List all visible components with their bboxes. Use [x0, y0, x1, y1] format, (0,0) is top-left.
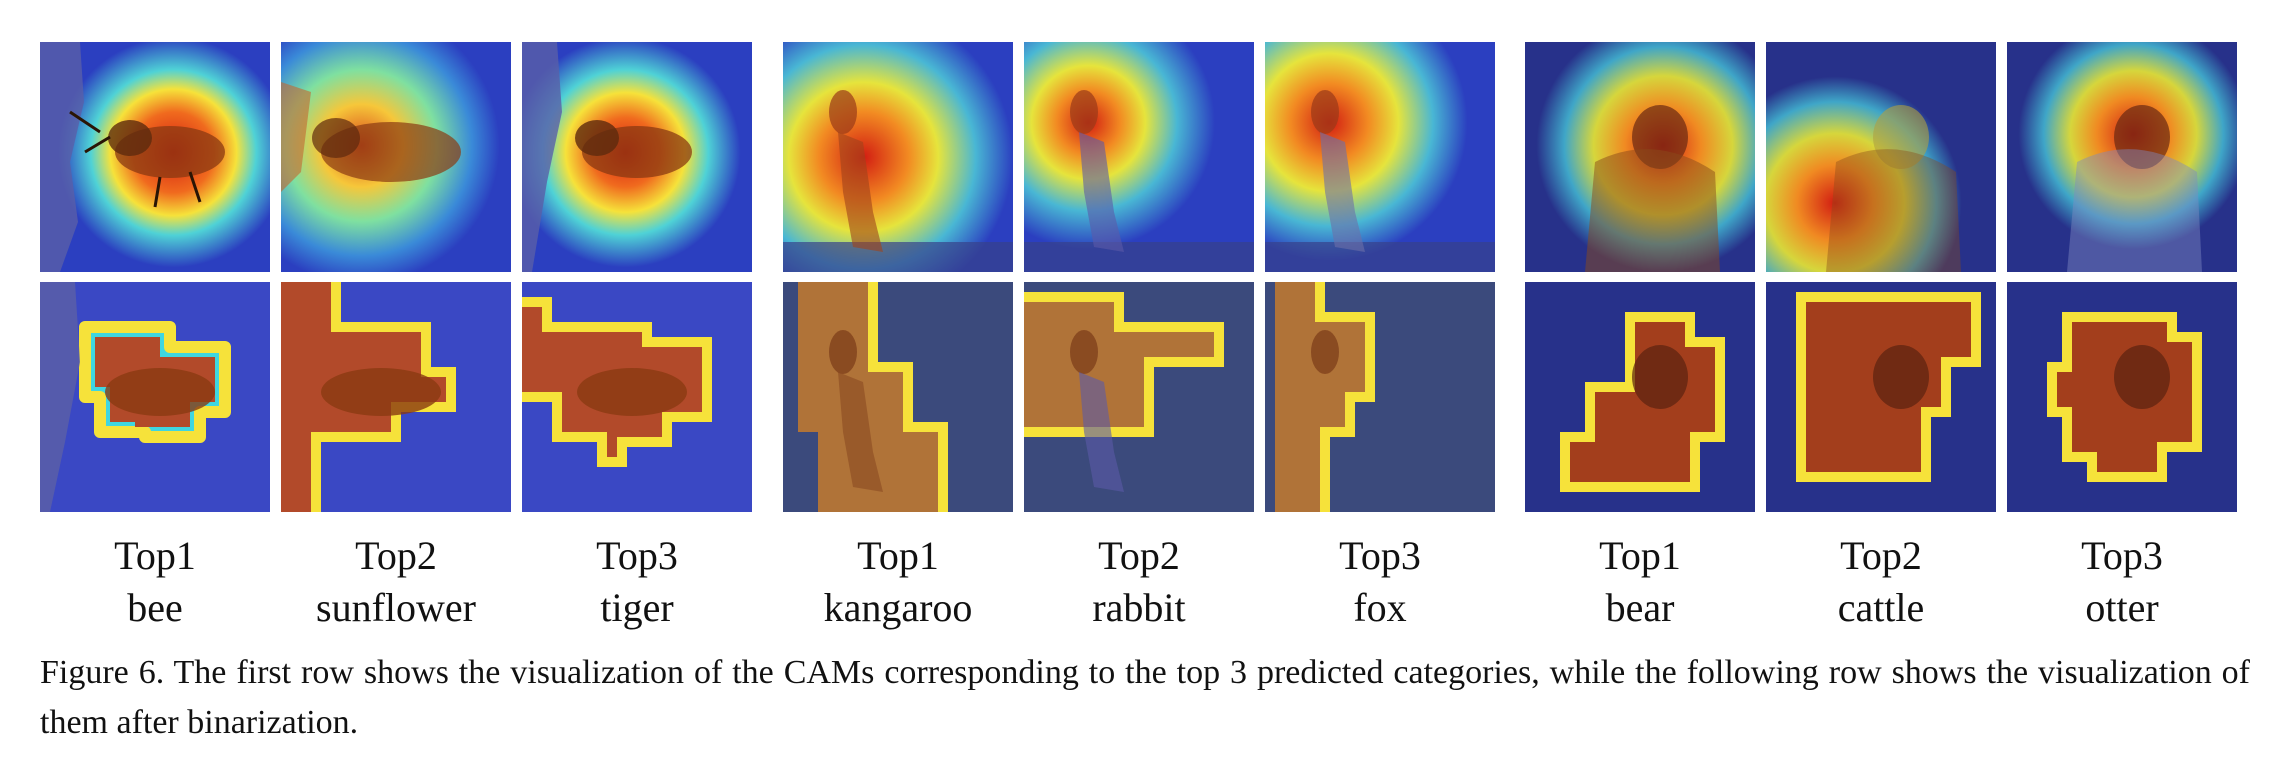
kangaroo-image — [783, 282, 1013, 512]
label-bear-top3: Top3 otter — [2007, 530, 2237, 634]
cam-panel-bear-top1 — [1525, 42, 1755, 272]
rank-label: Top1 — [1599, 533, 1681, 578]
kangaroo-image — [1024, 282, 1254, 512]
cam-panel-bear-top3 — [2007, 42, 2237, 272]
category-label: rabbit — [1092, 585, 1186, 630]
group-bee: Top1 bee Top2 sunflower Top3 tiger — [40, 42, 752, 630]
rank-label: Top2 — [355, 533, 437, 578]
category-label: bear — [1605, 585, 1675, 630]
label-bee-top1: Top1 bee — [40, 530, 270, 634]
bee-image — [522, 282, 752, 512]
figure-grid: Top1 bee Top2 sunflower Top3 tiger — [40, 42, 2240, 630]
bin-panel-kangaroo-top3 — [1265, 282, 1495, 512]
group-bear: Top1 bear Top2 cattle Top3 otter — [1525, 42, 2237, 630]
bin-panel-bee-top1 — [40, 282, 270, 512]
rank-label: Top1 — [114, 533, 196, 578]
bear-image — [1525, 42, 1755, 272]
label-kangaroo-top2: Top2 rabbit — [1024, 530, 1254, 634]
cam-panel-bee-top2 — [281, 42, 511, 272]
label-bee-top2: Top2 sunflower — [281, 530, 511, 634]
bee-image — [522, 42, 752, 272]
rank-label: Top2 — [1840, 533, 1922, 578]
category-label: otter — [2085, 585, 2159, 630]
bee-image — [281, 282, 511, 512]
bin-panel-bee-top2 — [281, 282, 511, 512]
rank-label: Top3 — [2081, 533, 2163, 578]
bin-panel-bee-top3 — [522, 282, 752, 512]
cam-panel-kangaroo-top3 — [1265, 42, 1495, 272]
category-label: kangaroo — [823, 585, 973, 630]
figure-caption: Figure 6. The first row shows the visual… — [40, 654, 2250, 741]
cam-panel-kangaroo-top1 — [783, 42, 1013, 272]
group-kangaroo: Top1 kangaroo Top2 rabbit Top3 fox — [783, 42, 1495, 630]
kangaroo-image — [1024, 42, 1254, 272]
category-label: sunflower — [316, 585, 476, 630]
cam-panel-kangaroo-top2 — [1024, 42, 1254, 272]
kangaroo-image — [783, 42, 1013, 272]
label-bear-top1: Top1 bear — [1525, 530, 1755, 634]
kangaroo-image — [1265, 282, 1495, 512]
bear-image — [1766, 42, 1996, 272]
cam-panel-bear-top2 — [1766, 42, 1996, 272]
cam-panel-bee-top1 — [40, 42, 270, 272]
category-label: fox — [1353, 585, 1407, 630]
bin-panel-kangaroo-top2 — [1024, 282, 1254, 512]
bear-image — [2007, 282, 2237, 512]
label-bee-top3: Top3 tiger — [522, 530, 752, 634]
kangaroo-image — [1265, 42, 1495, 272]
category-label: cattle — [1837, 585, 1925, 630]
rank-label: Top1 — [857, 533, 939, 578]
bee-image — [40, 42, 270, 272]
bear-image — [2007, 42, 2237, 272]
label-kangaroo-top1: Top1 kangaroo — [783, 530, 1013, 634]
bee-image — [40, 282, 270, 512]
cam-panel-bee-top3 — [522, 42, 752, 272]
label-kangaroo-top3: Top3 fox — [1265, 530, 1495, 634]
bin-panel-bear-top3 — [2007, 282, 2237, 512]
bin-panel-bear-top2 — [1766, 282, 1996, 512]
rank-label: Top3 — [1339, 533, 1421, 578]
rank-label: Top3 — [596, 533, 678, 578]
category-label: tiger — [600, 585, 674, 630]
bin-panel-kangaroo-top1 — [783, 282, 1013, 512]
bear-image — [1766, 282, 1996, 512]
bin-panel-bear-top1 — [1525, 282, 1755, 512]
label-bear-top2: Top2 cattle — [1766, 530, 1996, 634]
category-label: bee — [127, 585, 183, 630]
bee-image — [281, 42, 511, 272]
bear-image — [1525, 282, 1755, 512]
rank-label: Top2 — [1098, 533, 1180, 578]
